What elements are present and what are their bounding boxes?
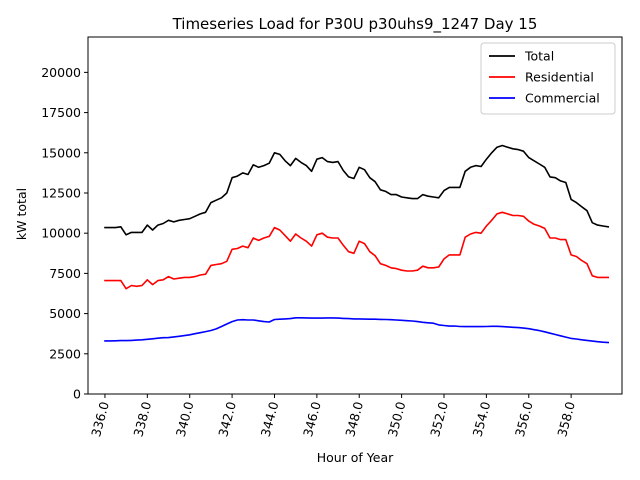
y-tick-label: 15000 — [41, 145, 81, 160]
axes-frame — [87, 36, 623, 395]
y-tick-label: 5000 — [49, 306, 81, 321]
y-tick-label: 7500 — [49, 266, 81, 281]
y-tick-label: 10000 — [41, 226, 81, 241]
x-axis-label: Hour of Year — [317, 450, 394, 465]
y-tick-label: 20000 — [41, 65, 81, 80]
y-tick-label: 2500 — [49, 346, 81, 361]
legend-label-total: Total — [524, 49, 554, 64]
legend-box — [480, 42, 616, 115]
series-line-commercial — [104, 316, 610, 344]
legend-label-commercial: Commercial — [525, 91, 600, 106]
series-line-total — [104, 144, 610, 236]
y-tick-label: 0 — [73, 387, 81, 402]
series-line-residential — [104, 211, 610, 290]
legend-label-residential: Residential — [525, 70, 594, 85]
chart-title: Timeseries Load for P30U p30uhs9_1247 Da… — [172, 15, 538, 34]
y-tick-label: 17500 — [41, 105, 81, 120]
legend: Total Residential Commercial — [480, 42, 616, 115]
y-tick-label: 12500 — [41, 185, 81, 200]
y-axis-label: kW total — [14, 188, 29, 240]
